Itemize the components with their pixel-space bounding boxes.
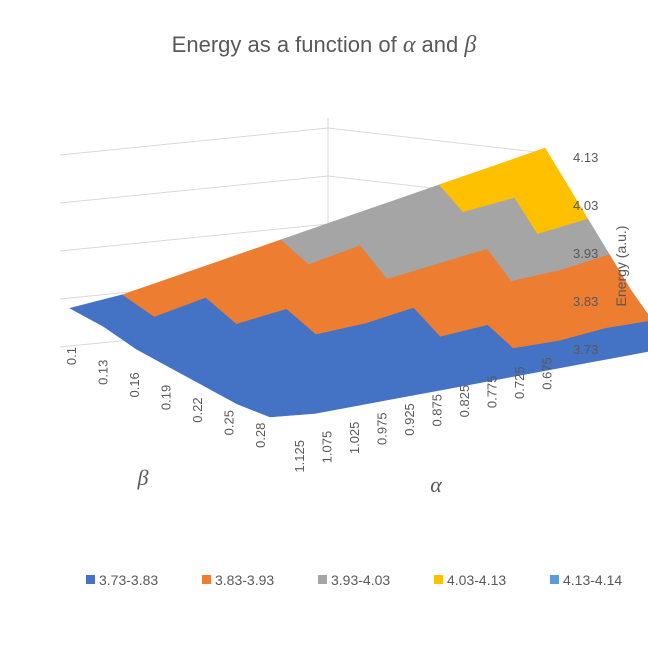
alpha-tick-label: 0.825 bbox=[457, 385, 472, 418]
grid-line-right bbox=[327, 127, 546, 154]
surface-mesh bbox=[69, 147, 648, 418]
z-tick-label: 4.03 bbox=[573, 198, 598, 213]
beta-tick-label: 0.13 bbox=[96, 360, 111, 385]
alpha-axis-ticks: 1.125 1.075 1.025 0.975 0.925 0.875 0.825 0.775… bbox=[292, 357, 555, 472]
alpha-axis-label: α bbox=[430, 472, 442, 497]
legend-label: 3.83-3.93 bbox=[215, 572, 274, 588]
beta-tick-label: 0.22 bbox=[190, 397, 205, 422]
legend-label: 4.03-4.13 bbox=[447, 572, 506, 588]
legend-swatch bbox=[434, 575, 443, 584]
alpha-tick-label: 0.875 bbox=[430, 394, 445, 427]
legend-label: 3.93-4.03 bbox=[331, 572, 390, 588]
chart-title: Energy as a function of α and β bbox=[172, 32, 477, 58]
alpha-tick-label: 0.675 bbox=[540, 357, 555, 390]
chart-title-prefix: Energy as a function of bbox=[172, 32, 403, 57]
legend-swatch bbox=[318, 575, 327, 584]
z-axis-ticks: 3.73 3.83 3.93 4.03 4.13 bbox=[573, 150, 598, 357]
surface-cell bbox=[605, 321, 648, 356]
beta-tick-label: 0.28 bbox=[253, 423, 268, 448]
beta-tick-label: 0.1 bbox=[64, 347, 79, 365]
alpha-tick-label: 0.925 bbox=[402, 403, 417, 436]
chart-title-alpha: α bbox=[403, 32, 416, 58]
chart-title-beta: β bbox=[463, 32, 476, 58]
alpha-tick-label: 0.975 bbox=[375, 412, 390, 445]
z-tick-label: 3.93 bbox=[573, 246, 598, 261]
alpha-tick-label: 1.125 bbox=[292, 440, 307, 473]
legend-swatch bbox=[550, 575, 559, 584]
beta-tick-label: 0.19 bbox=[159, 385, 174, 410]
z-axis-label: Energy (a.u.) bbox=[613, 226, 629, 307]
legend-label: 3.73-3.83 bbox=[99, 572, 158, 588]
alpha-tick-label: 1.075 bbox=[320, 431, 335, 464]
z-tick-label: 3.73 bbox=[573, 342, 598, 357]
beta-tick-label: 0.16 bbox=[127, 372, 142, 397]
legend-label: 4.13-4.14 bbox=[563, 572, 622, 588]
beta-axis-ticks: 0.1 0.13 0.16 0.19 0.22 0.25 0.28 bbox=[64, 347, 268, 448]
grid-line-left bbox=[59, 127, 329, 156]
chart-title-and: and bbox=[415, 32, 464, 57]
beta-axis-label: β bbox=[137, 465, 149, 490]
legend: 3.73-3.83 3.83-3.93 3.93-4.03 4.03-4.13 4.13… bbox=[86, 572, 622, 588]
grid-line-left bbox=[59, 175, 329, 204]
grid-line-left bbox=[59, 223, 329, 252]
beta-tick-label: 0.25 bbox=[222, 410, 237, 435]
z-tick-label: 3.83 bbox=[573, 294, 598, 309]
legend-swatch bbox=[86, 575, 95, 584]
legend-swatch bbox=[202, 575, 211, 584]
alpha-tick-label: 0.775 bbox=[485, 376, 500, 409]
alpha-tick-label: 0.725 bbox=[512, 366, 527, 399]
alpha-tick-label: 1.025 bbox=[347, 422, 362, 455]
z-tick-label: 4.13 bbox=[573, 150, 598, 165]
